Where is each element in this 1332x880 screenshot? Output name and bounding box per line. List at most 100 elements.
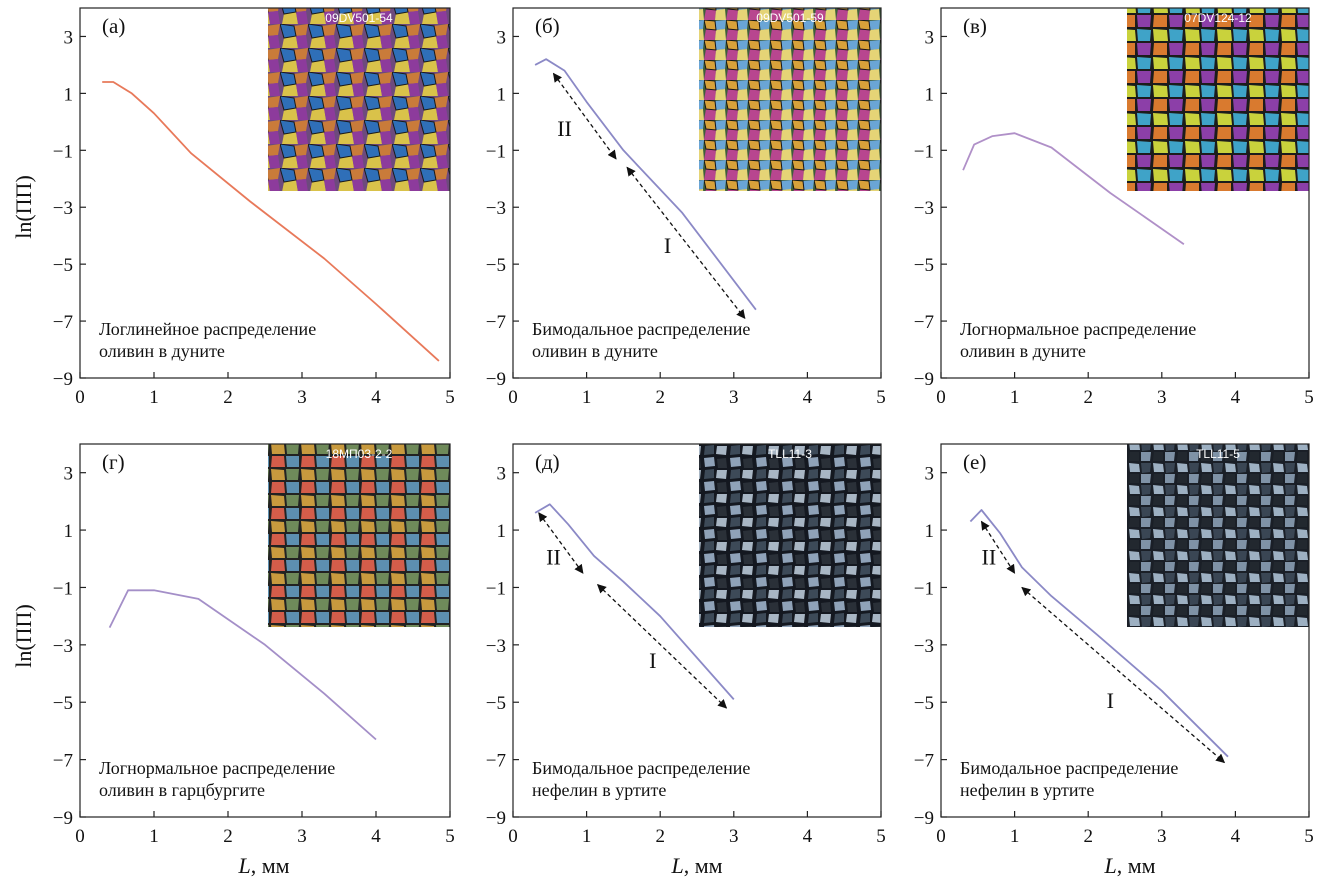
y-tick-label: −3 xyxy=(486,636,506,657)
x-tick-label: 1 xyxy=(582,826,592,847)
x-tick-label: 5 xyxy=(445,387,455,408)
micrograph-inset xyxy=(1127,8,1309,191)
x-tick-label: 3 xyxy=(729,826,739,847)
segment-label: II xyxy=(546,545,561,570)
y-tick-label: 1 xyxy=(497,84,507,105)
y-tick-label: 1 xyxy=(925,521,935,542)
panel-label: (д) xyxy=(535,450,560,474)
caption-line: Логнормальное распределение xyxy=(960,319,1196,339)
x-tick-label: 5 xyxy=(1304,387,1314,408)
x-axis-label-middle: L, мм xyxy=(670,853,722,878)
panel-label: (а) xyxy=(102,14,125,38)
x-tick-label: 5 xyxy=(876,387,886,408)
y-tick-label: −9 xyxy=(53,369,73,390)
x-tick-label: 1 xyxy=(1010,387,1020,408)
y-tick-label: −7 xyxy=(53,312,73,333)
segment-label: I xyxy=(649,648,656,673)
y-tick-label: −5 xyxy=(53,693,73,714)
panel-label: (г) xyxy=(102,450,125,474)
y-tick-label: −9 xyxy=(486,808,506,829)
chart-panel: 07DV124-12 3 1 −1 −3 −5 −7 −90 1 2 3 4 5 (в) Логнормал… xyxy=(914,7,1314,408)
data-series-line xyxy=(108,589,377,741)
y-tick-label: −5 xyxy=(914,255,934,276)
y-tick-label: 3 xyxy=(64,464,74,485)
x-tick-label: 4 xyxy=(803,387,813,408)
y-tick-label: 3 xyxy=(925,464,935,485)
y-tick-label: −7 xyxy=(914,312,934,333)
caption-line: Логлинейное распределение xyxy=(99,319,316,339)
y-tick-label: 1 xyxy=(64,84,74,105)
sample-label: 09DV501-54 xyxy=(325,11,393,25)
caption-line: оливин в дуните xyxy=(99,341,225,361)
y-tick-label: −5 xyxy=(53,255,73,276)
y-tick-label: 3 xyxy=(925,27,935,48)
x-tick-label: 0 xyxy=(508,387,518,408)
y-tick-label: −5 xyxy=(914,693,934,714)
y-tick-label: 3 xyxy=(497,464,507,485)
x-tick-label: 1 xyxy=(149,826,159,847)
segment-arrow xyxy=(980,520,1016,574)
caption-line: Бимодальное распределение xyxy=(960,758,1178,778)
x-axis-label-symbol: L xyxy=(237,853,250,878)
data-series-line xyxy=(102,81,440,362)
chart-panel: TLL11-531−1−3−5−7−90 1 2 3 4 5(е)IIIБимодальн… xyxy=(914,443,1314,847)
plot-frame xyxy=(512,7,882,379)
sample-label: 07DV124-12 xyxy=(1184,11,1252,25)
y-tick-label: −9 xyxy=(486,369,506,390)
y-tick-label: 3 xyxy=(64,27,74,48)
y-tick-label: −5 xyxy=(486,693,506,714)
panel-label: (е) xyxy=(963,450,986,474)
micrograph-inset xyxy=(1127,444,1309,627)
y-tick-label: −1 xyxy=(486,141,506,162)
x-tick-label: 4 xyxy=(1231,387,1241,408)
x-tick-label: 0 xyxy=(936,387,946,408)
sample-label: 18МП03-2-2 xyxy=(326,447,393,461)
caption-line: нефелин в уртите xyxy=(532,780,666,800)
x-tick-label: 0 xyxy=(508,826,518,847)
caption-line: нефелин в уртите xyxy=(960,780,1094,800)
caption-line: Бимодальное распределение xyxy=(532,319,750,339)
sample-label: 09DV501-59 xyxy=(756,11,824,25)
caption-line: оливин в дуните xyxy=(960,341,1086,361)
y-tick-label: −9 xyxy=(914,369,934,390)
x-axis-label-unit: , мм xyxy=(1117,853,1156,878)
x-tick-label: 4 xyxy=(1231,826,1241,847)
sample-label: TLL11-5 xyxy=(1196,447,1240,461)
plot-frame xyxy=(79,7,451,379)
segment-arrow xyxy=(1021,586,1226,764)
y-tick-label: −3 xyxy=(914,198,934,219)
x-axis-label-symbol: L xyxy=(670,853,683,878)
x-tick-label: 2 xyxy=(1083,387,1093,408)
segment-arrow xyxy=(538,512,584,574)
x-tick-label: 4 xyxy=(371,826,381,847)
x-tick-label: 0 xyxy=(75,387,85,408)
y-tick-label: 1 xyxy=(64,521,74,542)
y-tick-label: −7 xyxy=(914,751,934,772)
x-tick-label: 2 xyxy=(1083,826,1093,847)
micrograph-inset xyxy=(268,444,450,627)
x-tick-label: 3 xyxy=(1157,826,1167,847)
x-tick-label: 1 xyxy=(1010,826,1020,847)
chart-panel: 09DV501-54 3 1 −1 −3 −5 −7 −90 1 2 3 4 5 (а) Логлинейн… xyxy=(53,7,455,408)
segment-label: I xyxy=(1107,688,1114,713)
y-tick-label: −7 xyxy=(53,751,73,772)
x-tick-label: 2 xyxy=(223,387,233,408)
micrograph-inset xyxy=(699,444,881,627)
caption-line: Логнормальное распределение xyxy=(99,758,335,778)
y-tick-label: −1 xyxy=(53,578,73,599)
x-tick-label: 1 xyxy=(582,387,592,408)
segment-arrow xyxy=(552,72,617,160)
x-tick-label: 2 xyxy=(655,387,665,408)
x-axis-label-right: L, мм xyxy=(1103,853,1155,878)
x-tick-label: 2 xyxy=(655,826,665,847)
plot-frame xyxy=(940,443,1310,818)
y-tick-label: −3 xyxy=(53,636,73,657)
x-tick-label: 4 xyxy=(371,387,381,408)
y-tick-label: −1 xyxy=(914,578,934,599)
micrograph-inset xyxy=(268,8,450,191)
y-tick-label: −1 xyxy=(53,141,73,162)
panel-label: (б) xyxy=(535,14,560,38)
x-axis-label-unit: , мм xyxy=(251,853,290,878)
